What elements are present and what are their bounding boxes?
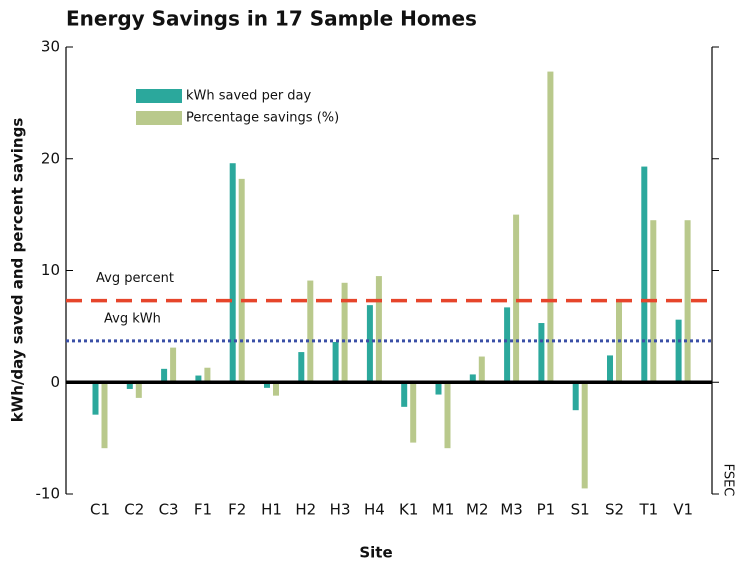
x-tick-label: M2 [466,501,489,519]
y-tick-label: 20 [41,149,60,167]
x-tick-label: S1 [571,501,590,519]
legend-label: kWh saved per day [186,89,312,104]
y-tick-label: 0 [50,373,60,391]
x-tick-label: C3 [159,501,179,519]
bar [195,375,202,383]
x-tick-label: P1 [537,501,556,519]
annotation: FSEC [721,464,736,497]
bar [513,214,520,383]
y-tick-label: -10 [36,485,61,503]
bar [410,382,417,443]
x-axis-title: Site [359,544,392,562]
bar [332,342,339,383]
bar [675,319,682,383]
bar [538,323,545,383]
bar [366,305,373,383]
bar [92,382,99,415]
x-tick-label: T1 [638,501,658,519]
x-tick-label: C1 [90,501,110,519]
bar [238,178,245,383]
bar [607,355,613,383]
reference-label: Avg kWh [104,311,161,326]
legend-label: Percentage savings (%) [186,111,339,126]
x-tick-label: H4 [364,501,385,519]
x-tick-label: H2 [295,501,316,519]
legend-swatch [136,89,182,103]
x-tick-label: H1 [261,501,282,519]
reference-label: Avg percent [96,271,174,286]
chart-title: Energy Savings in 17 Sample Homes [66,7,477,31]
bar [375,276,382,383]
bar [273,382,279,396]
y-tick-label: 10 [41,261,60,279]
bar [298,352,305,383]
x-tick-label: C2 [124,501,144,519]
bar [435,382,442,395]
bar [204,367,211,383]
x-tick-label: K1 [399,501,418,519]
bar [469,374,476,383]
bar [161,368,168,383]
bar [170,347,177,383]
y-tick-label: 30 [41,38,60,56]
x-tick-label: F2 [228,501,246,519]
bar [684,220,691,383]
bar [504,307,511,383]
x-tick-label: H3 [330,501,351,519]
bar [547,71,554,383]
bar [264,382,270,388]
bar [126,382,133,389]
bar [229,163,236,383]
x-tick-label: M3 [500,501,523,519]
bar [307,280,314,383]
x-tick-label: F1 [194,501,212,519]
bar [572,382,579,411]
x-tick-label: V1 [673,501,693,519]
bar [341,282,348,383]
bar [641,166,648,383]
bar [401,382,408,407]
x-tick-label: S2 [605,501,624,519]
bar [101,382,108,449]
bar [444,382,451,449]
bar [478,356,485,383]
y-axis-title: kWh/day saved and percent savings [9,118,27,423]
legend-swatch [136,111,182,125]
x-tick-label: M1 [432,501,455,519]
bar [135,382,142,398]
bar [581,382,588,489]
